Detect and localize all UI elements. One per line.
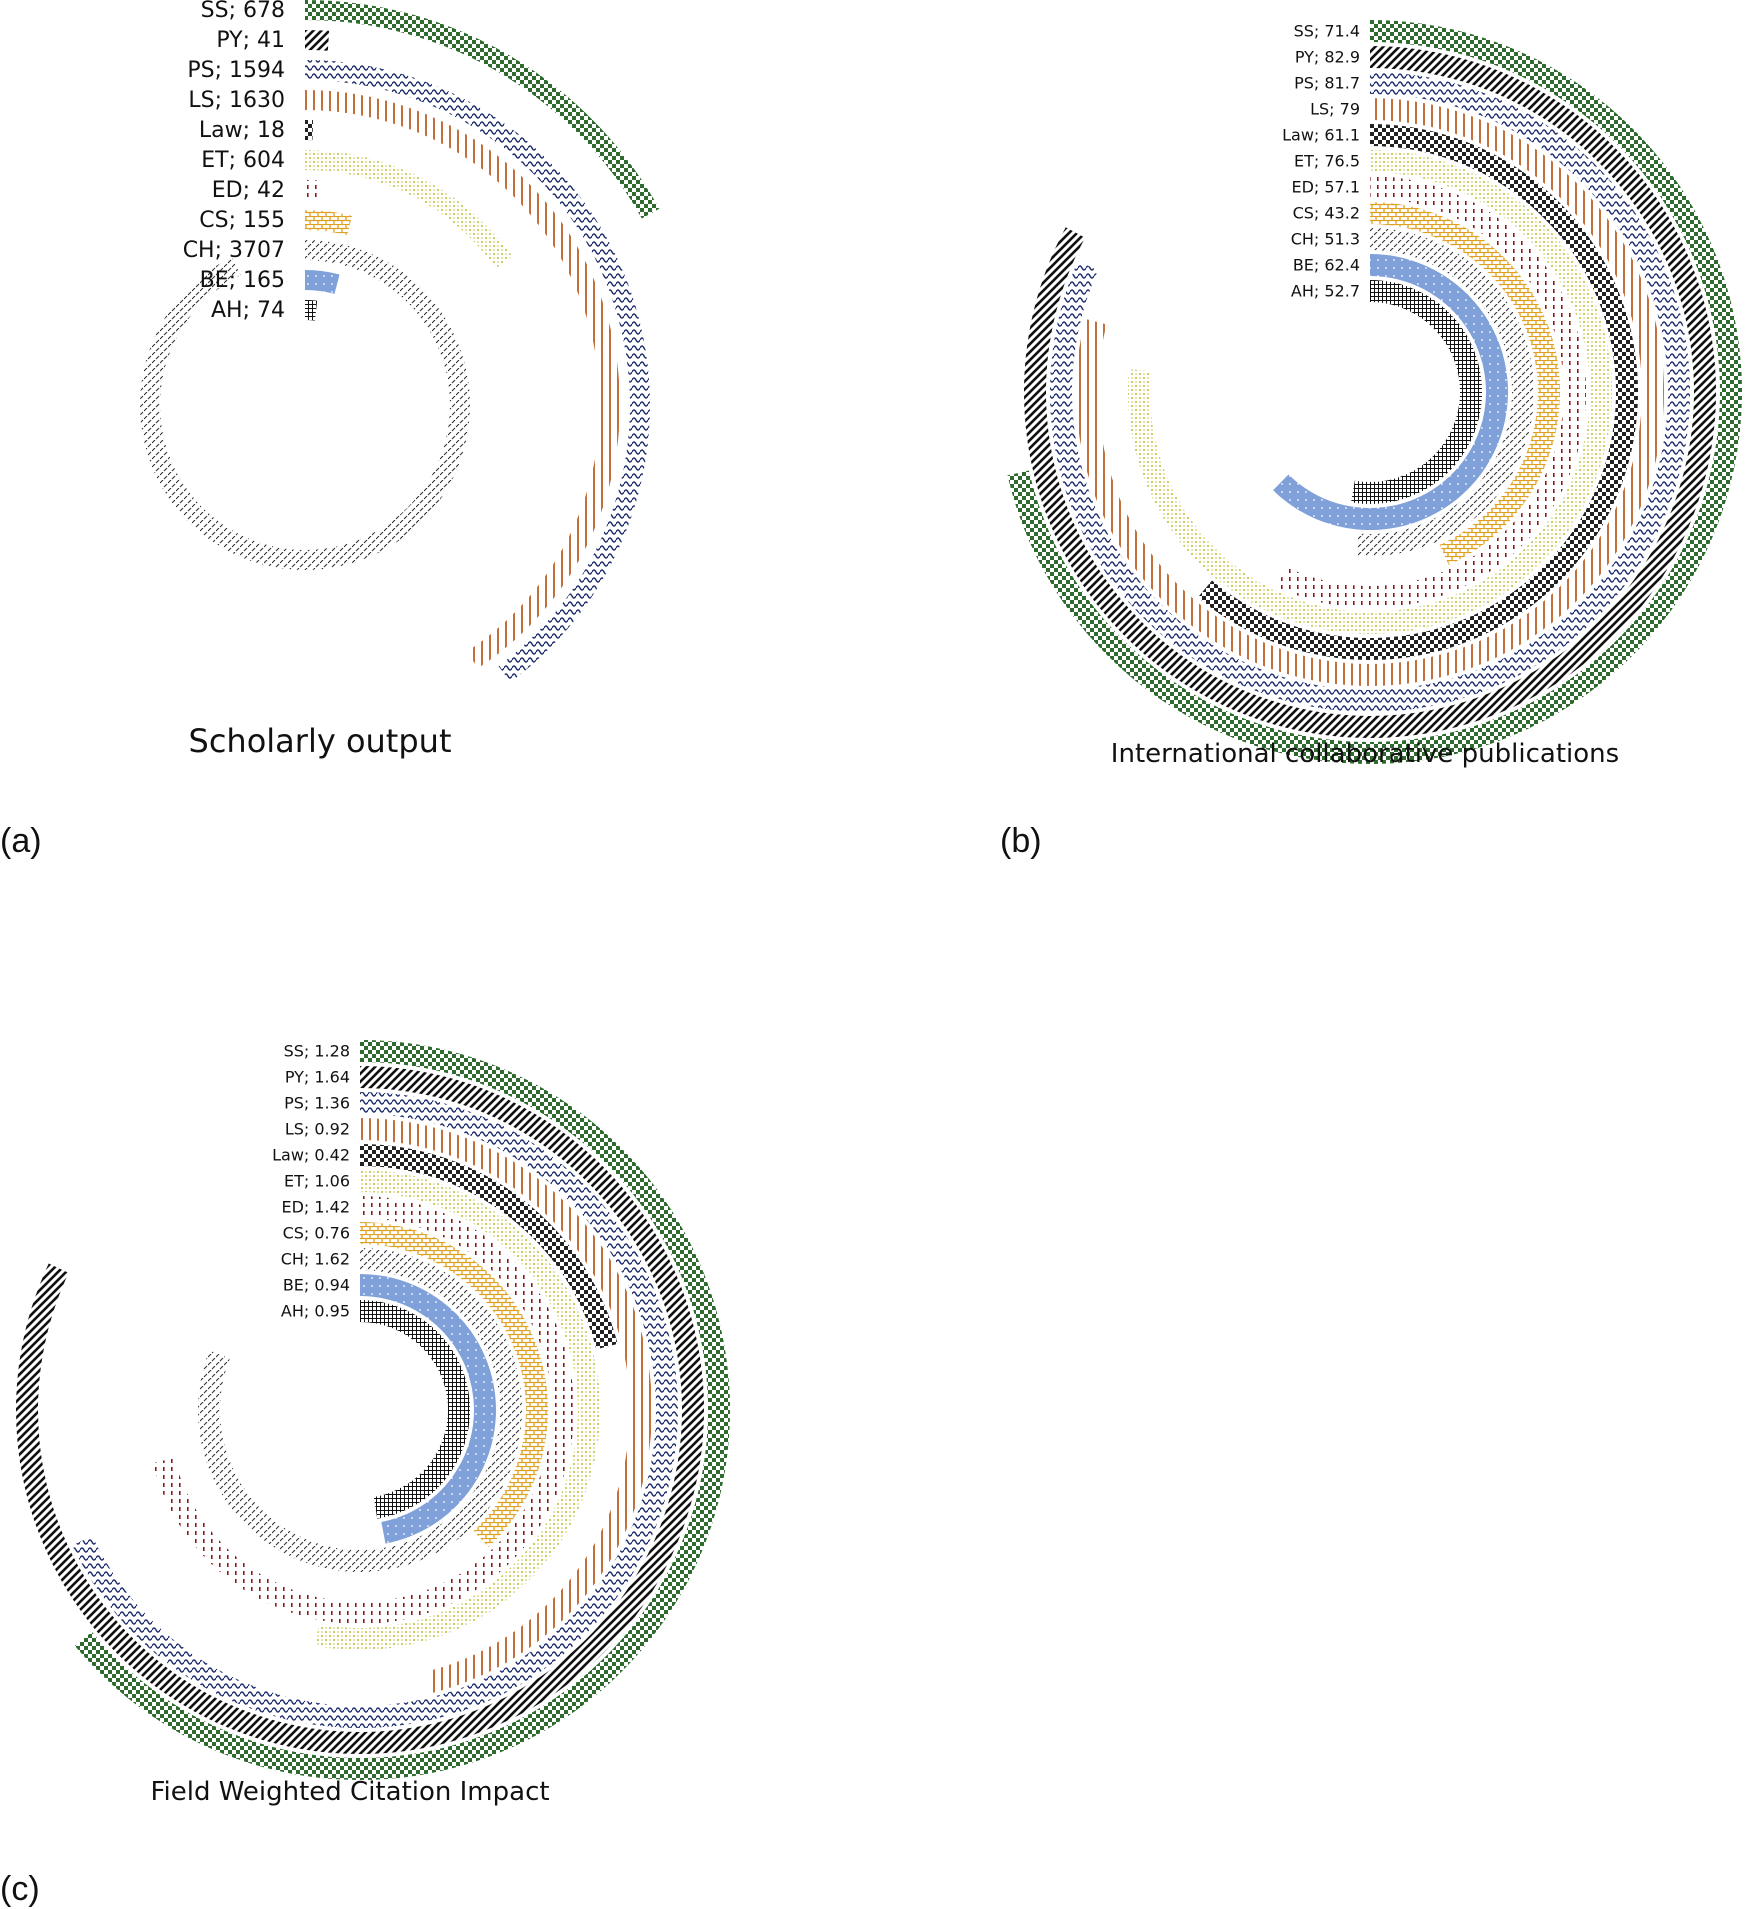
bar-py [15, 1066, 704, 1754]
chart-title: International collaborative publications [1111, 739, 1619, 769]
label-ss: SS; 1.28 [284, 1042, 350, 1061]
label-be: BE; 62.4 [1293, 256, 1360, 275]
radial-bars [15, 1040, 731, 1780]
label-ah: AH; 52.7 [1291, 282, 1360, 301]
bar-ss [305, 0, 660, 219]
radial-chart-international-collaboration: SS; 71.4 PY; 82.9 PS; 81.7 LS; 79 Law; 61.1 E… [1007, 20, 1742, 769]
label-py: PY; 82.9 [1295, 48, 1360, 67]
radial-chart-fwci: SS; 1.28 PY; 1.64 PS; 1.36 LS; 0.92 Law; 0.4… [15, 1040, 731, 1807]
label-ls: LS; 1630 [188, 88, 285, 113]
label-ah: AH; 0.95 [281, 1302, 350, 1321]
bar-be [1273, 254, 1508, 531]
category-labels: SS; 71.4 PY; 82.9 PS; 81.7 LS; 79 Law; 61.1 E… [1282, 22, 1360, 301]
label-ch: CH; 3707 [183, 238, 285, 263]
label-law: Law; 18 [199, 118, 285, 143]
chart-title: Scholarly output [189, 722, 452, 760]
bar-py [1023, 46, 1716, 738]
bar-cs [1370, 202, 1560, 565]
bar-ah [360, 1300, 471, 1519]
label-cs: CS; 43.2 [1293, 204, 1360, 223]
bar-py [305, 30, 330, 51]
category-labels: SS; 678 PY; 41 PS; 1594 LS; 1630 Law; 18 ET; … [183, 0, 285, 323]
panel-letter-a: (a) [0, 822, 42, 860]
label-be: BE; 165 [200, 268, 285, 293]
bar-ss [74, 1040, 731, 1780]
panel-letter-b: (b) [1000, 822, 1042, 860]
label-law: Law; 61.1 [1282, 126, 1360, 145]
label-ls: LS; 0.92 [285, 1120, 350, 1139]
category-labels: SS; 1.28 PY; 1.64 PS; 1.36 LS; 0.92 Law; 0.4… [272, 1042, 350, 1321]
bar-ch [198, 1248, 522, 1572]
chart-title: Field Weighted Citation Impact [150, 1777, 549, 1807]
radial-chart-scholarly-output: SS; 678 PY; 41 PS; 1594 LS; 1630 Law; 18 ET; … [139, 0, 660, 760]
bar-cs [360, 1222, 548, 1548]
radial-bars [139, 0, 660, 683]
bar-law [305, 120, 314, 141]
label-ch: CH; 51.3 [1291, 230, 1360, 249]
bar-ah [305, 300, 318, 321]
bar-law [360, 1144, 618, 1350]
label-ls: LS; 79 [1310, 100, 1360, 119]
label-cs: CS; 155 [199, 208, 285, 233]
label-ed: ED; 42 [212, 178, 285, 203]
label-law: Law; 0.42 [272, 1146, 350, 1165]
label-ed: ED; 57.1 [1291, 178, 1360, 197]
bar-cs [305, 210, 353, 236]
bar-be [360, 1274, 496, 1544]
label-py: PY; 41 [216, 28, 285, 53]
bar-ch [1356, 228, 1535, 556]
label-ps: PS; 1594 [187, 58, 285, 83]
radial-bars [1007, 20, 1742, 764]
bar-be [305, 270, 340, 294]
label-cs: CS; 0.76 [283, 1224, 350, 1243]
panel-letter-c: (c) [0, 1870, 40, 1908]
label-ah: AH; 74 [211, 298, 285, 323]
label-et: ET; 604 [201, 148, 285, 173]
label-ss: SS; 71.4 [1294, 22, 1360, 41]
bar-ah [1351, 280, 1482, 504]
label-ch: CH; 1.62 [281, 1250, 350, 1269]
bar-et [305, 150, 513, 269]
label-ps: PS; 81.7 [1294, 74, 1360, 93]
bar-ed [305, 180, 320, 201]
label-et: ET; 1.06 [284, 1172, 350, 1191]
bar-law [1197, 124, 1638, 660]
label-be: BE; 0.94 [283, 1276, 350, 1295]
label-ss: SS; 678 [201, 0, 285, 23]
label-et: ET; 76.5 [1294, 152, 1360, 171]
label-ps: PS; 1.36 [284, 1094, 350, 1113]
label-ed: ED; 1.42 [281, 1198, 350, 1217]
label-py: PY; 1.64 [285, 1068, 350, 1087]
